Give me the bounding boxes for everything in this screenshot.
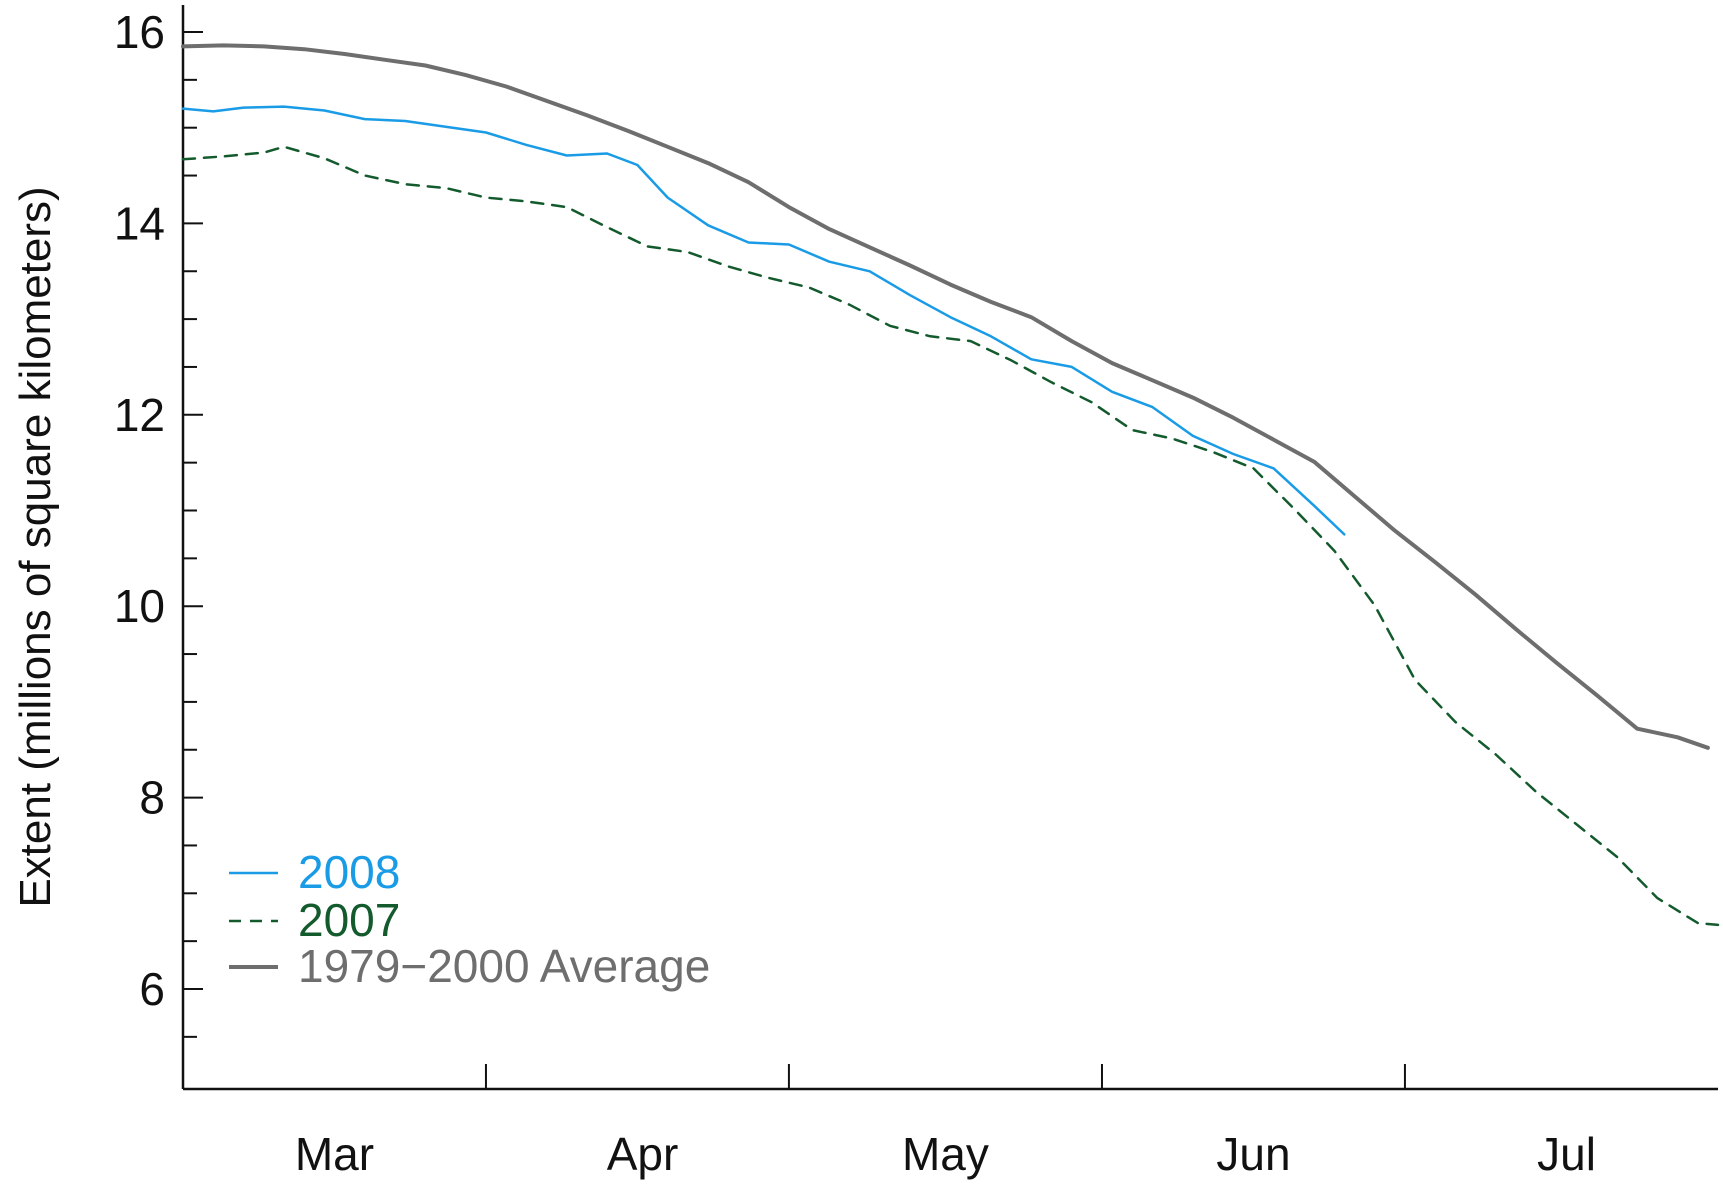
legend-label: 2008 [298,846,400,898]
y-tick-label: 16 [114,6,165,58]
series-line-2007 [181,145,1720,927]
x-ticks: Mar Apr May Jun Jul [295,1064,1596,1180]
y-ticks: 6 8 10 12 14 16 [114,6,203,1038]
series-line-2008 [181,105,1346,536]
axes [181,5,1718,1091]
x-tick-label: Mar [295,1128,374,1180]
x-tick-label: Apr [607,1128,679,1180]
y-tick-label: 8 [139,772,165,824]
x-tick-label: Jun [1216,1128,1290,1180]
y-tick-label: 12 [114,389,165,441]
legend-label: 1979−2000 Average [298,940,710,992]
x-tick-label: May [902,1128,989,1180]
series-lines [181,43,1720,927]
y-tick-label: 6 [139,963,165,1015]
y-axis-title: Extent (millions of square kilometers) [11,186,60,907]
x-tick-label: Jul [1537,1128,1596,1180]
y-tick-label: 10 [114,580,165,632]
legend-label: 2007 [298,894,400,946]
y-tick-label: 14 [114,197,165,249]
series-line-average [181,43,1710,750]
